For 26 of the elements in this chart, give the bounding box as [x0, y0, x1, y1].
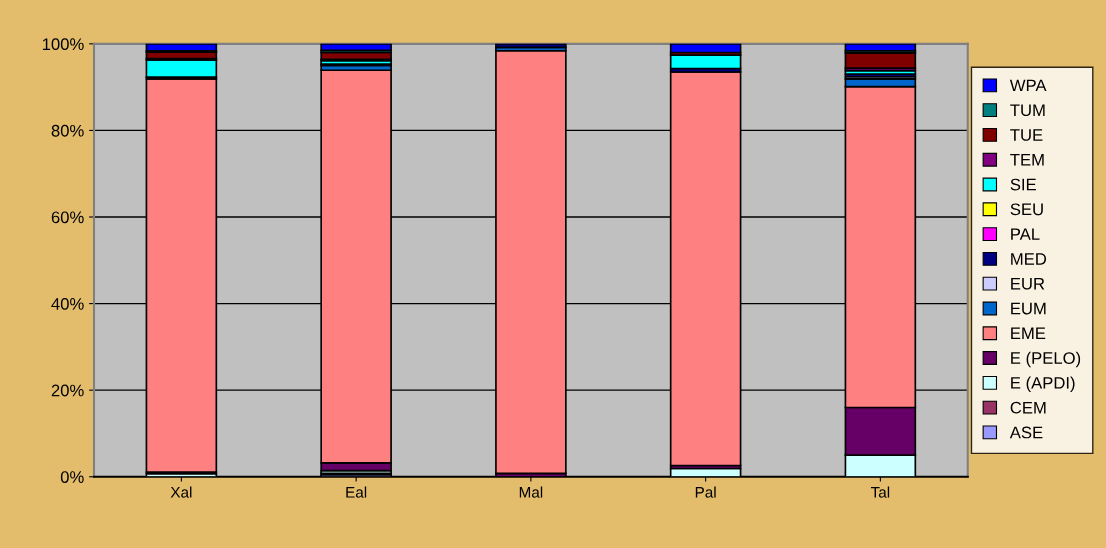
legend-label: MED	[1011, 253, 1047, 265]
legend-label: ASE	[1009, 426, 1043, 439]
x-tick-label: Eal	[346, 486, 367, 498]
legend-label: E (PELO)	[1011, 351, 1081, 368]
y-tick-label: 20%	[51, 384, 84, 397]
legend-label: E (APDI)	[1011, 376, 1075, 393]
x-tick-label: Pal	[695, 486, 716, 498]
legend-label: EUM	[1011, 302, 1046, 315]
y-tick-label: 40%	[51, 297, 84, 310]
y-tick-label: 60%	[51, 211, 84, 224]
legend-label: EME	[1011, 327, 1046, 340]
legend-label: CEM	[1010, 401, 1046, 414]
legend-label: TEM	[1010, 154, 1044, 166]
legend-label: EUR	[1011, 277, 1045, 290]
x-tick-label: Mal	[519, 486, 543, 498]
legend-label: TUM	[1010, 104, 1045, 117]
x-tick-label: Xal	[170, 486, 192, 498]
legend-label: SIE	[1010, 178, 1036, 191]
y-tick-label: 100%	[42, 38, 84, 51]
x-tick-label: Tal	[870, 486, 890, 498]
legend-label: WPA	[1009, 79, 1047, 92]
legend-label: PAL	[1011, 228, 1040, 240]
legend-label: TUE	[1010, 129, 1043, 141]
y-tick-label: 0%	[60, 471, 84, 483]
y-tick-label: 80%	[51, 124, 84, 137]
legend-label: SEU	[1010, 203, 1043, 216]
